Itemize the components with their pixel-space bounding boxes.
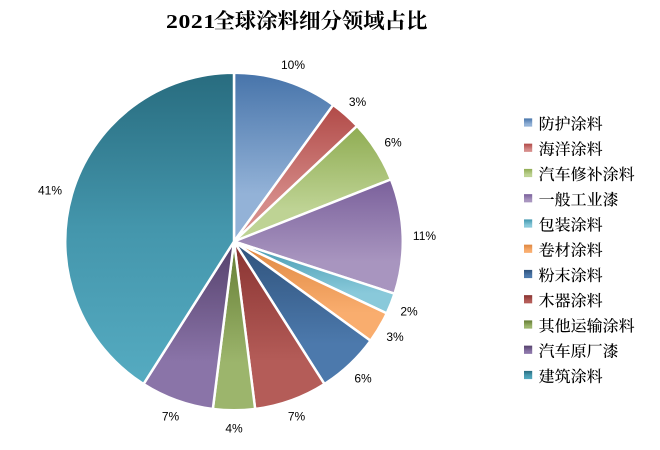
svg-text:2021: 2021 bbox=[166, 12, 216, 33]
svg-text:4%: 4% bbox=[225, 422, 243, 436]
svg-text:7%: 7% bbox=[288, 410, 306, 424]
svg-text:41%: 41% bbox=[38, 184, 62, 198]
svg-text:3%: 3% bbox=[349, 95, 367, 109]
svg-text:11%: 11% bbox=[413, 229, 436, 243]
svg-text:6%: 6% bbox=[354, 372, 372, 386]
svg-text:3%: 3% bbox=[386, 330, 404, 344]
svg-text:6%: 6% bbox=[384, 135, 402, 149]
svg-text:7%: 7% bbox=[162, 410, 180, 424]
svg-text:2%: 2% bbox=[400, 305, 418, 319]
svg-text:10%: 10% bbox=[281, 58, 305, 72]
